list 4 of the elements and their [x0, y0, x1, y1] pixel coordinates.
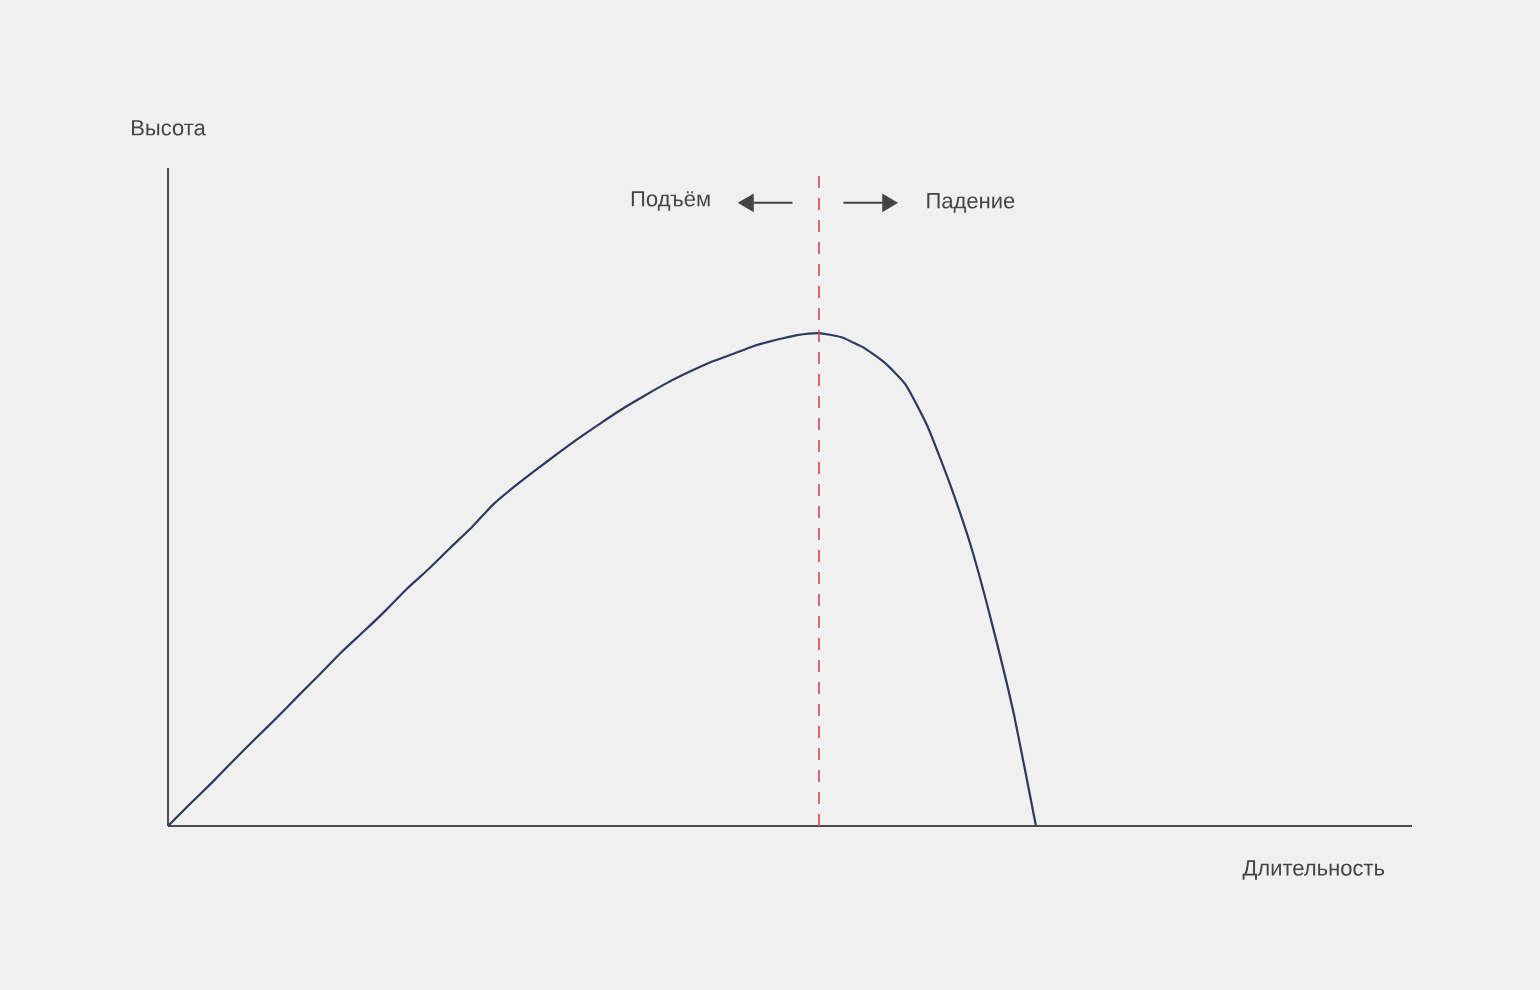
text: Падение: [927, 193, 1015, 213]
text: Высота: [132, 120, 206, 136]
text: Длительность: [1242, 860, 1385, 880]
text: Подъём: [631, 191, 710, 211]
